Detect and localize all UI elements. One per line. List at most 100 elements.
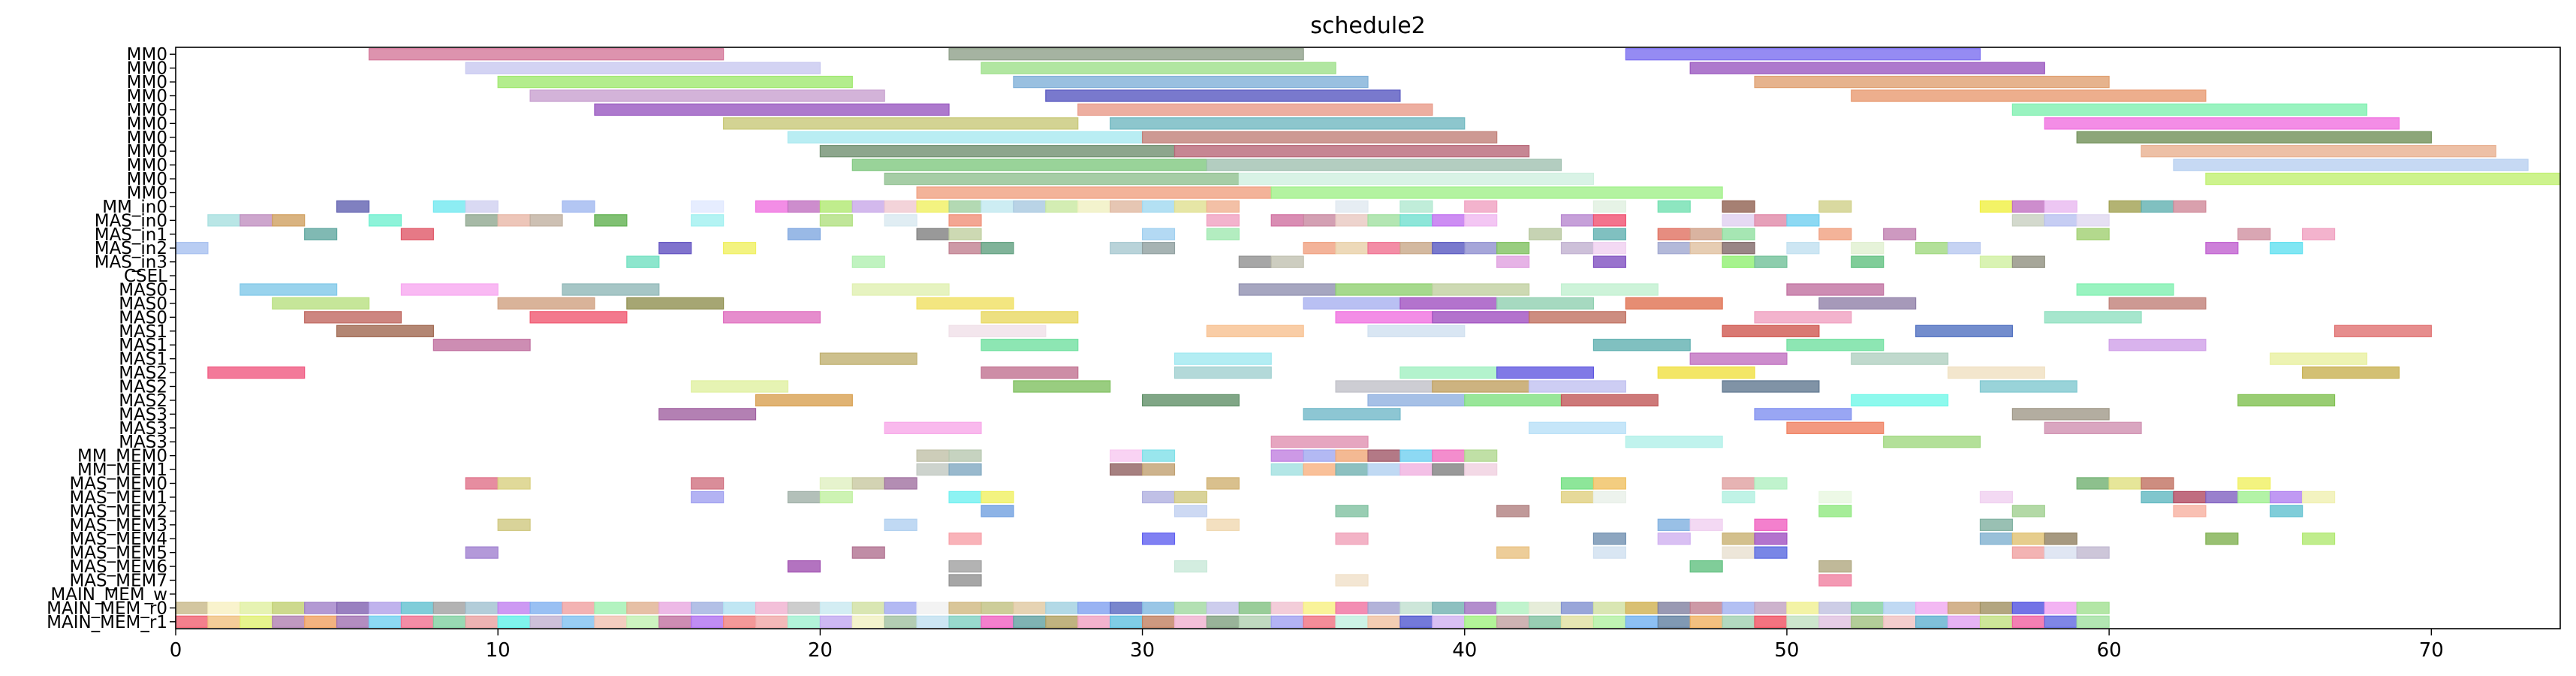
task-bar [2302, 366, 2400, 379]
task-bar [1206, 602, 1240, 614]
task-bar [1722, 324, 1820, 337]
task-bar [691, 214, 725, 227]
task-bar [1754, 518, 1788, 531]
task-bar [1206, 158, 1562, 171]
task-bar [723, 242, 757, 255]
task-bar [1141, 449, 1176, 462]
task-bar [1818, 228, 1852, 240]
task-bar [594, 602, 628, 614]
task-bar [819, 214, 853, 227]
task-bar [1270, 463, 1304, 476]
task-bar [1367, 394, 1466, 407]
task-bar [884, 214, 917, 227]
y-tick-label: MAS0 [119, 281, 167, 300]
x-tick-label: 50 [1774, 639, 1799, 662]
task-bar [1367, 214, 1401, 227]
task-bar [884, 200, 917, 213]
task-bar [1947, 615, 1981, 628]
task-bar [1141, 131, 1498, 143]
task-bar [851, 158, 1208, 171]
task-bar [2205, 242, 2239, 255]
task-bar [1045, 200, 1079, 213]
task-bar [1496, 242, 1530, 255]
task-bar [1818, 297, 1917, 310]
task-bar [562, 200, 595, 213]
task-bar [1270, 436, 1369, 448]
task-bar [2011, 602, 2045, 614]
task-bar [884, 172, 1240, 186]
task-bar [1657, 533, 1691, 545]
task-bar [1496, 297, 1595, 310]
task-bar [1689, 518, 1723, 531]
task-bar [2237, 490, 2271, 504]
task-bar [336, 200, 370, 213]
task-bar [1013, 615, 1047, 628]
task-bar [851, 546, 885, 559]
task-bar [1915, 615, 1949, 628]
task-bar [1335, 242, 1369, 255]
task-bar [1335, 214, 1369, 227]
task-bar [1915, 602, 1949, 614]
task-bar [1979, 200, 2013, 213]
task-bar [1979, 380, 2077, 393]
task-bar [2044, 602, 2077, 614]
x-tick-label: 70 [2419, 639, 2444, 662]
task-bar [1335, 615, 1369, 628]
task-bar [1689, 62, 2045, 74]
task-bar [1110, 463, 1143, 476]
task-bar [1560, 242, 1595, 255]
task-bar [2044, 200, 2077, 213]
y-tick-label: MAS3 [119, 419, 167, 439]
task-bar [916, 186, 1272, 199]
y-tick-label: MAS_MEM0 [69, 475, 167, 494]
task-bar [1303, 463, 1336, 476]
task-bar [2237, 228, 2271, 240]
task-bar [240, 214, 273, 227]
task-bar [691, 490, 725, 504]
task-bar [1592, 602, 1626, 614]
task-bar [1722, 602, 1755, 614]
task-bar [1367, 324, 1466, 337]
task-bar [1947, 242, 1981, 255]
task-bar [400, 615, 434, 628]
y-tick-label: MAIN_MEM_w [50, 585, 167, 605]
task-bar [207, 615, 241, 628]
task-bar [1432, 311, 1530, 324]
y-tick-label: MM0 [127, 114, 167, 134]
task-bar [1077, 602, 1111, 614]
y-tick-label: MM0 [127, 170, 167, 189]
y-tick-label: MAS3 [119, 405, 167, 424]
task-bar [658, 602, 692, 614]
task-bar [1851, 242, 1885, 255]
task-bar [1979, 615, 2013, 628]
task-bar [981, 366, 1079, 379]
task-bar [1335, 449, 1369, 462]
task-bar [1754, 311, 1852, 324]
task-bar [1625, 615, 1659, 628]
task-bar [1464, 463, 1498, 476]
task-bar [884, 602, 917, 614]
task-bar [2011, 200, 2045, 213]
task-bar [497, 477, 531, 490]
task-bar [948, 574, 982, 587]
y-tick-label: MM_in0 [102, 198, 167, 217]
task-bar [1141, 228, 1176, 240]
task-bar [1754, 477, 1788, 490]
task-bar [1592, 214, 1626, 227]
task-bar [1110, 602, 1143, 614]
task-bar [1722, 490, 1755, 504]
task-bar [1335, 574, 1369, 587]
task-bar [1141, 394, 1240, 407]
task-bar [1270, 255, 1304, 268]
task-bar [723, 615, 757, 628]
task-bar [1947, 366, 2045, 379]
task-bar [1625, 436, 1723, 448]
task-bar [1399, 366, 1498, 379]
task-bar [1592, 533, 1626, 545]
task-bar [1657, 200, 1691, 213]
task-bar [1592, 339, 1691, 352]
task-bar [465, 615, 499, 628]
task-bar [2270, 352, 2368, 365]
task-bar [948, 602, 982, 614]
task-bar [1464, 449, 1498, 462]
